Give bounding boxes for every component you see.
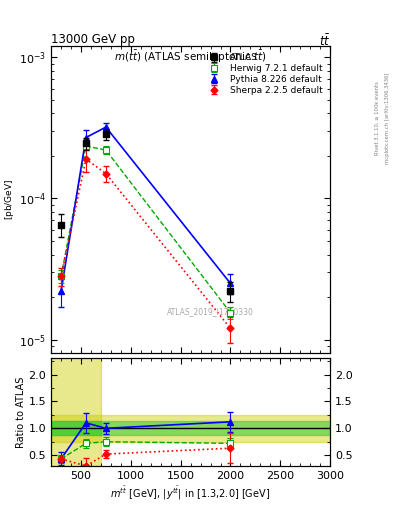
X-axis label: $m^{t\bar{t}}$ [GeV], $|y^{t\bar{t}}|$ in [1.3,2.0] [GeV]: $m^{t\bar{t}}$ [GeV], $|y^{t\bar{t}}|$ i… — [110, 485, 271, 502]
Bar — [51, 421, 330, 435]
Text: $m(t\bar{t})$ (ATLAS semileptonic $t\bar{t}$): $m(t\bar{t})$ (ATLAS semileptonic $t\bar… — [114, 49, 267, 65]
Legend: ATLAS, Herwig 7.2.1 default, Pythia 8.226 default, Sherpa 2.2.5 default: ATLAS, Herwig 7.2.1 default, Pythia 8.22… — [200, 51, 326, 97]
Text: ATLAS_2019_I1750330: ATLAS_2019_I1750330 — [167, 307, 253, 316]
Text: mcplots.cern.ch [arXiv:1306.3436]: mcplots.cern.ch [arXiv:1306.3436] — [385, 72, 389, 163]
Bar — [51, 421, 101, 435]
Bar — [51, 358, 101, 466]
Y-axis label: $d^2\sigma\,/\,d\,m^{t\bar{t}}\,d\,|y^{t\bar{t}}|$
$[\mathrm{pb/GeV}]$: $d^2\sigma\,/\,d\,m^{t\bar{t}}\,d\,|y^{t… — [0, 164, 16, 235]
Text: 13000 GeV pp: 13000 GeV pp — [51, 33, 135, 46]
Text: Rivet 3.1.10, ≥ 100k events: Rivet 3.1.10, ≥ 100k events — [375, 81, 380, 155]
Y-axis label: Ratio to ATLAS: Ratio to ATLAS — [16, 376, 26, 448]
Text: $t\bar{t}$: $t\bar{t}$ — [319, 33, 330, 49]
Bar — [51, 415, 330, 442]
